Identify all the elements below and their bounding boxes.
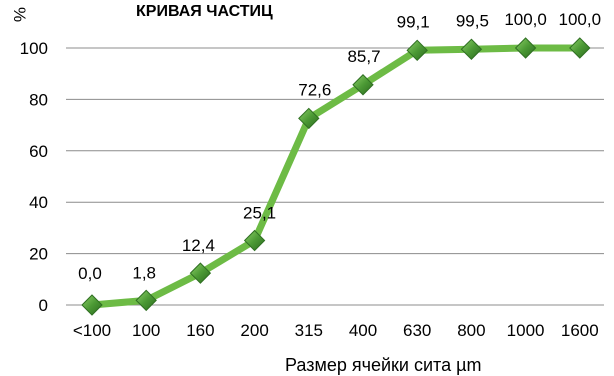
- data-label-9: 100,0: [559, 10, 602, 29]
- data-point-1: [135, 289, 157, 312]
- x-tick-3: 200: [240, 321, 268, 340]
- x-tick-0: <100: [73, 321, 111, 340]
- data-label-8: 100,0: [504, 10, 547, 29]
- data-label-0: 0,0: [78, 264, 102, 283]
- series-line-path: [88, 44, 584, 309]
- data-label-3: 25,1: [243, 203, 276, 222]
- data-point-9: [569, 37, 591, 59]
- chart-title: КРИВАЯ ЧАСТИЦ: [136, 3, 273, 20]
- y-tick-40: 40: [29, 193, 48, 212]
- x-tick-7: 800: [457, 321, 485, 340]
- x-tick-5: 400: [349, 321, 377, 340]
- data-point-8: [514, 37, 537, 59]
- data-point-7: [460, 38, 483, 60]
- y-axis-label: %: [10, 7, 29, 22]
- y-tick-labels: 0 20 40 60 80 100: [20, 39, 48, 315]
- data-markers: [81, 37, 591, 316]
- data-label-6: 99,1: [397, 12, 430, 31]
- x-tick-6: 630: [403, 321, 431, 340]
- x-tick-2: 160: [186, 321, 214, 340]
- y-tick-60: 60: [29, 142, 48, 161]
- data-point-2: [189, 262, 212, 284]
- x-tick-4: 315: [295, 321, 323, 340]
- data-point-5: [352, 74, 374, 96]
- data-label-5: 85,7: [347, 47, 380, 66]
- data-point-6: [406, 39, 428, 62]
- data-labels: 0,0 1,8 12,4 25,1 72,6 85,7 99,1 99,5 100,0 100,0: [78, 10, 601, 283]
- x-tick-1: 100: [132, 321, 160, 340]
- data-point-0: [81, 294, 103, 316]
- series-line: [88, 44, 584, 309]
- x-tick-labels: <100 100 160 200 315 400 630 800 1000 1600: [73, 321, 599, 340]
- data-label-4: 72,6: [298, 80, 331, 99]
- data-label-1: 1,8: [132, 263, 156, 282]
- x-tick-9: 1600: [561, 321, 599, 340]
- data-label-2: 12,4: [182, 236, 215, 255]
- data-point-4: [298, 107, 320, 130]
- y-tick-20: 20: [29, 245, 48, 264]
- data-point-3: [243, 229, 266, 252]
- x-axis-label: Размер ячейки сита µm: [285, 355, 481, 375]
- x-tick-8: 1000: [507, 321, 545, 340]
- y-tick-0: 0: [39, 296, 48, 315]
- data-label-7: 99,5: [456, 11, 489, 30]
- y-tick-100: 100: [20, 39, 48, 58]
- y-tick-80: 80: [29, 90, 48, 109]
